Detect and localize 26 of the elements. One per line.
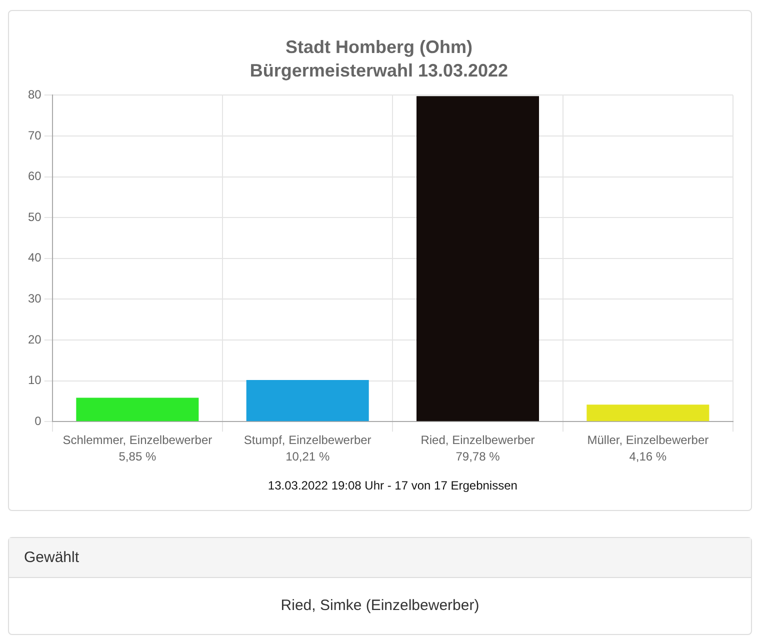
data-label: 5,85 % <box>118 449 156 464</box>
y-tick-label: 40 <box>28 250 42 265</box>
data-label: 4,16 % <box>629 449 667 464</box>
y-tick-label: 60 <box>28 169 42 184</box>
y-tick-label: 80 <box>28 88 42 102</box>
bar <box>76 398 199 422</box>
y-tick-label: 0 <box>34 414 42 428</box>
data-label: 10,21 % <box>286 449 330 464</box>
bar <box>586 404 710 422</box>
text: Gewählt <box>24 549 80 566</box>
y-tick-label: 50 <box>28 210 42 224</box>
x-tick-label: Schlemmer, Einzelbewerber <box>62 433 212 448</box>
y-tick-label: 30 <box>28 292 42 306</box>
data-label: 79,78 % <box>456 449 500 464</box>
y-tick-label: 70 <box>28 128 42 142</box>
chart-title: Stadt Homberg (Ohm) <box>286 36 472 57</box>
x-tick-label: Stumpf, Einzelbewerber <box>244 433 372 448</box>
y-tick-label: 10 <box>28 373 42 388</box>
y-tick-label: 20 <box>28 332 42 346</box>
x-tick-label: Müller, Einzelbewerber <box>587 433 709 448</box>
bar <box>416 96 540 422</box>
text: Ried, Simke (Einzelbewerber) <box>280 597 480 614</box>
text: 13.03.2022 19:08 Uhr - 17 von 17 Ergebnissen <box>268 478 518 492</box>
x-tick-label: Ried, Einzelbewerber <box>420 433 535 448</box>
chart-subtitle: Bürgermeisterwahl 13.03.2022 <box>250 60 508 80</box>
bar <box>246 380 369 422</box>
